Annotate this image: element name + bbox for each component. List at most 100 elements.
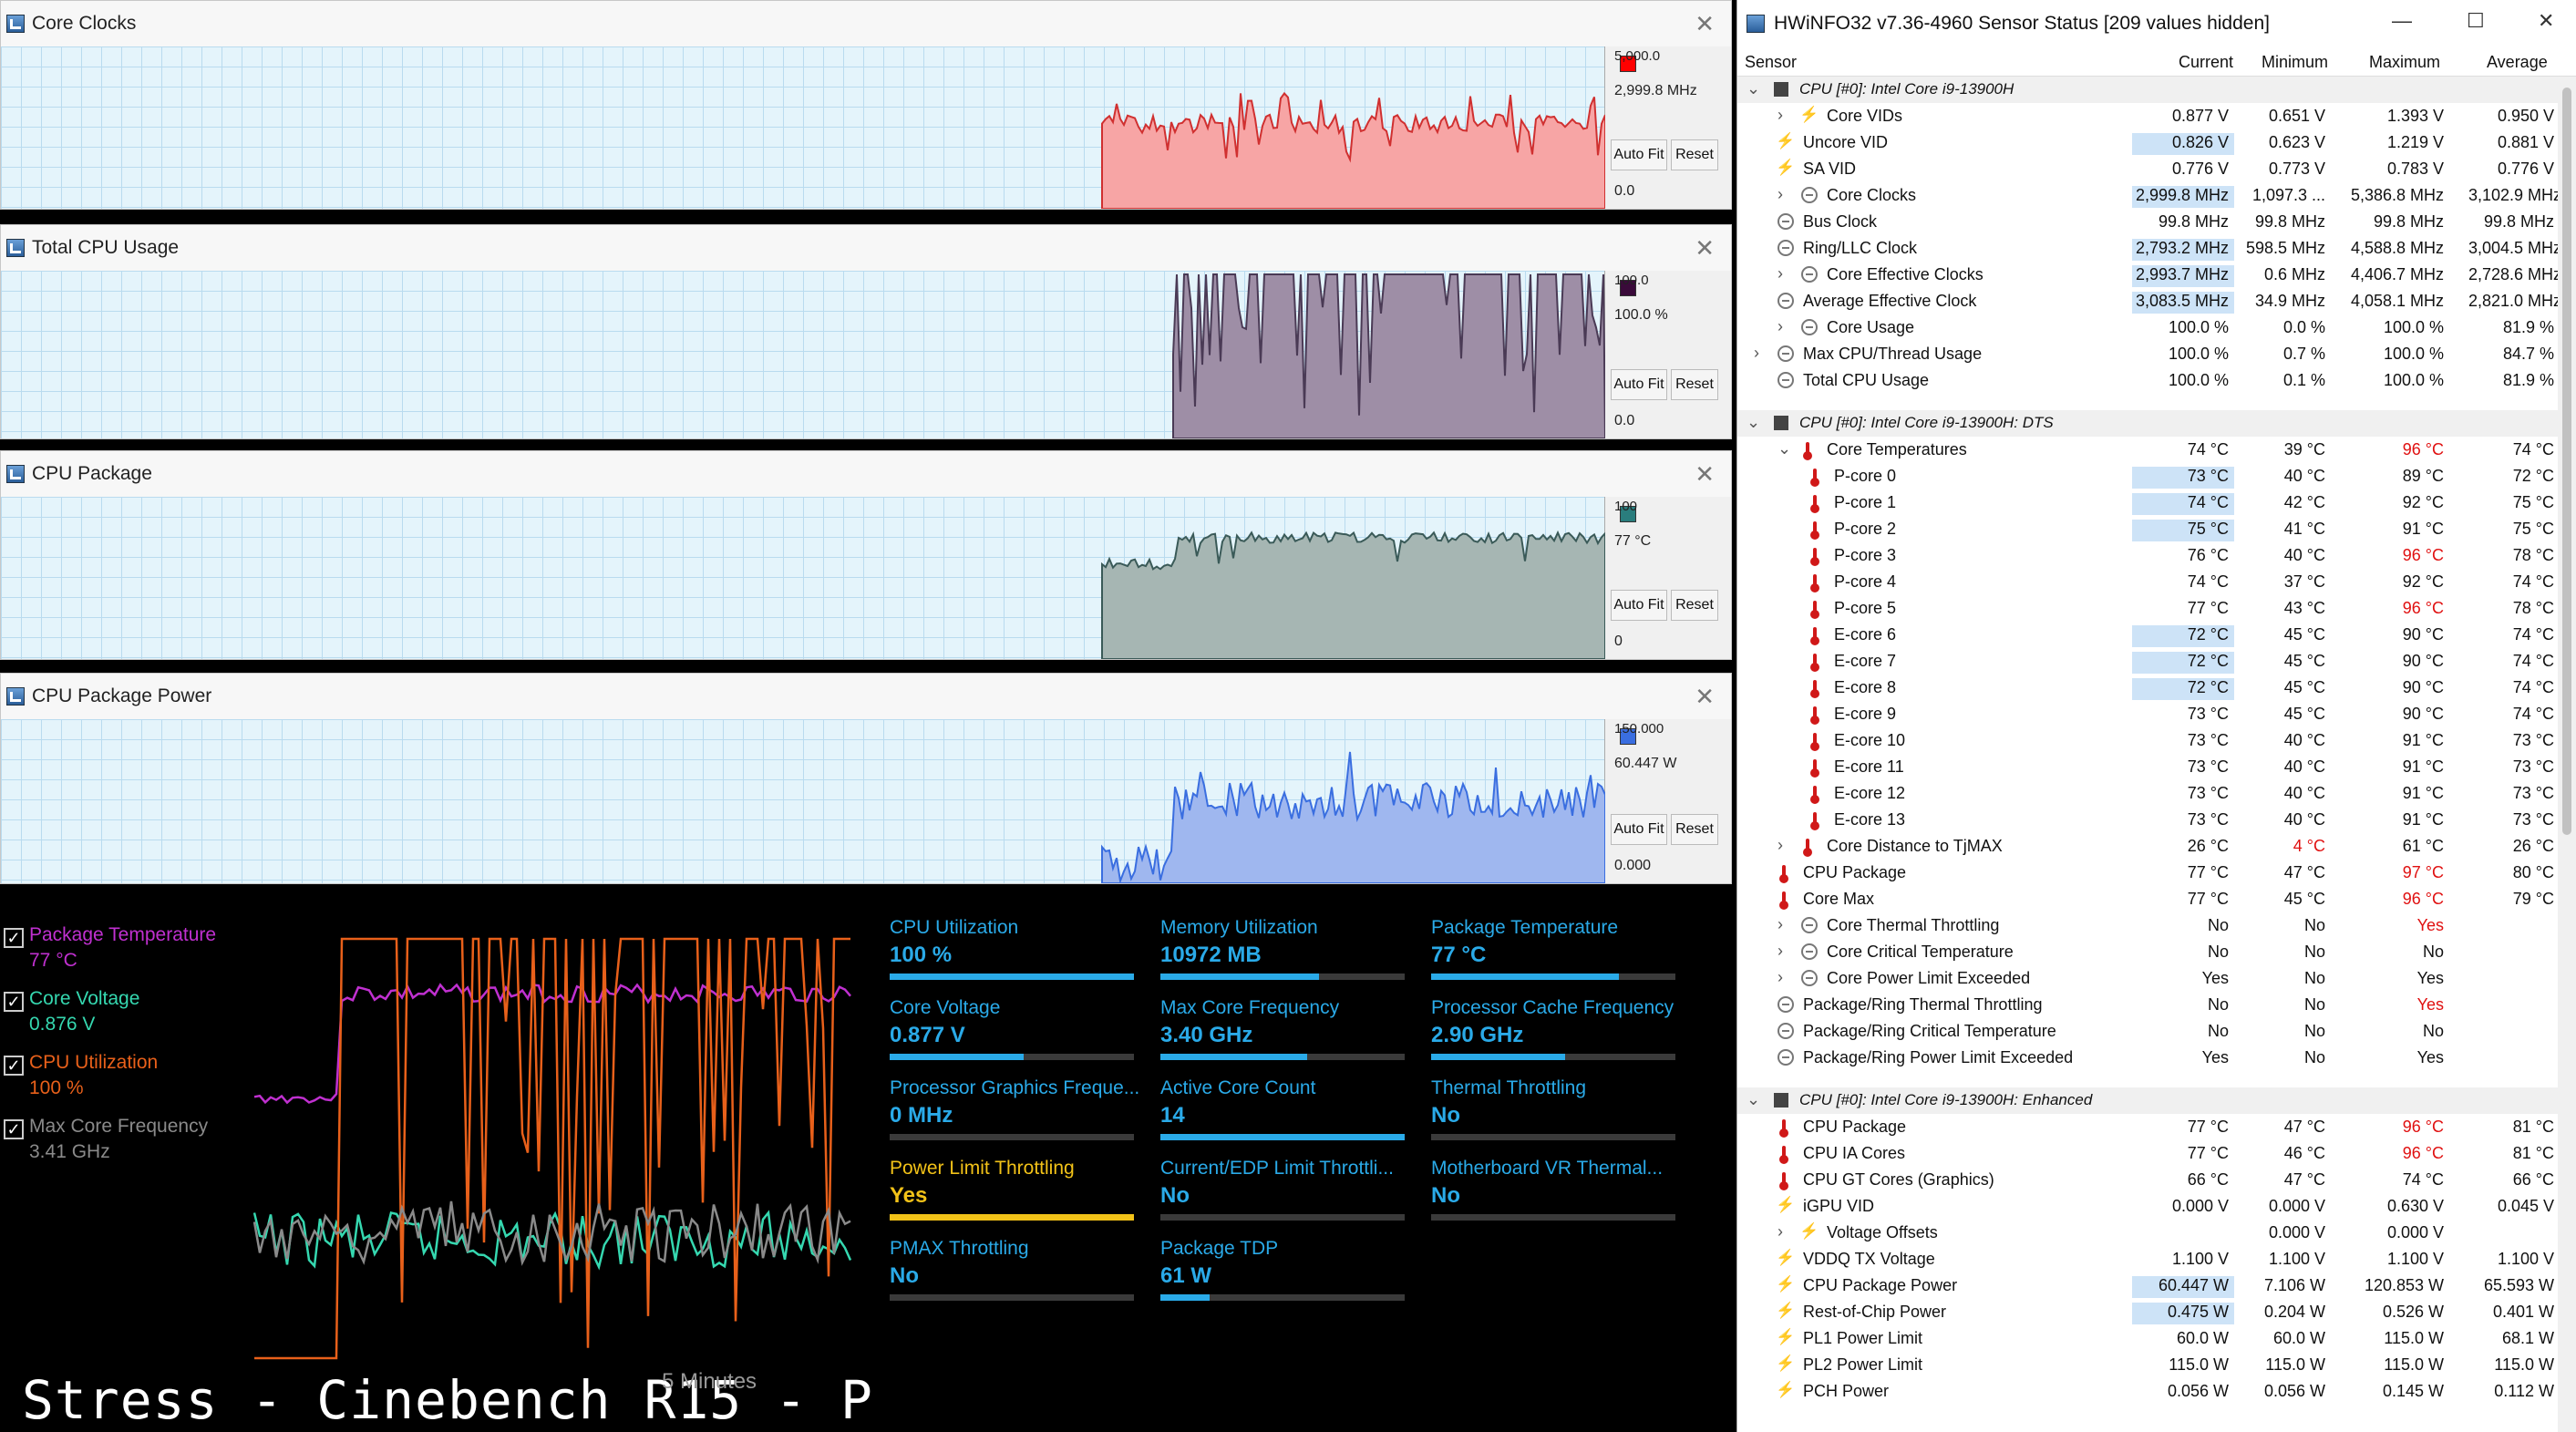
sensor-row[interactable]: Uncore VID 0.826 V 0.623 V 1.219 V 0.881 V (1737, 129, 2558, 156)
minimize-icon[interactable]: — (2392, 9, 2412, 32)
sensor-row[interactable]: PL2 Power Limit 115.0 W 115.0 W 115.0 W 115.… (1737, 1352, 2558, 1378)
sensor-row[interactable]: CPU Package Power 60.447 W 7.106 W 120.853 … (1737, 1272, 2558, 1299)
series-color-swatch[interactable] (1620, 56, 1636, 72)
metric-tile[interactable]: Max Core Frequency 3.40 GHz (1160, 997, 1416, 1060)
sensor-row[interactable]: E-core 6 72 °C 45 °C 90 °C 74 °C (1737, 622, 2558, 648)
auto-fit-button[interactable]: Auto Fit (1611, 369, 1667, 400)
expand-chevron-icon[interactable]: › (1777, 317, 1783, 335)
expand-chevron-icon[interactable]: › (1754, 344, 1759, 362)
reset-button[interactable]: Reset (1671, 814, 1718, 845)
metric-tile[interactable]: Power Limit Throttling Yes (890, 1158, 1145, 1221)
legend-checkbox[interactable]: ✓ (4, 1119, 24, 1139)
metric-tile[interactable]: Processor Graphics Freque... 0 MHz (890, 1077, 1145, 1140)
graph-close-icon[interactable]: ✕ (1695, 234, 1715, 262)
sensor-row[interactable]: Core Max 77 °C 45 °C 96 °C 79 °C (1737, 886, 2558, 912)
sensor-row[interactable]: P-core 0 73 °C 40 °C 89 °C 72 °C (1737, 463, 2558, 489)
sensor-row[interactable]: Bus Clock 99.8 MHz 99.8 MHz 99.8 MHz 99.8 MH… (1737, 209, 2558, 235)
sensor-row[interactable]: Total CPU Usage 100.0 % 0.1 % 100.0 % 81.9 % (1737, 367, 2558, 394)
metric-tile[interactable]: Processor Cache Frequency 2.90 GHz (1431, 997, 1686, 1060)
sensor-row[interactable]: VDDQ TX Voltage 1.100 V 1.100 V 1.100 V 1.10… (1737, 1246, 2558, 1272)
expand-chevron-icon[interactable]: › (1777, 1222, 1783, 1241)
auto-fit-button[interactable]: Auto Fit (1611, 139, 1667, 170)
sensor-row[interactable]: E-core 8 72 °C 45 °C 90 °C 74 °C (1737, 675, 2558, 701)
col-average[interactable]: Average (2487, 53, 2548, 71)
sensor-row[interactable]: Average Effective Clock 3,083.5 MHz 34.9 M… (1737, 288, 2561, 314)
auto-fit-button[interactable]: Auto Fit (1611, 590, 1667, 621)
sensor-row[interactable]: E-core 13 73 °C 40 °C 91 °C 73 °C (1737, 807, 2558, 833)
expand-chevron-icon[interactable]: › (1777, 185, 1783, 203)
metric-tile[interactable]: PMAX Throttling No (890, 1238, 1145, 1301)
sensor-group-header[interactable]: ⌄ CPU [#0]: Intel Core i9-13900H: Enhance… (1737, 1087, 2558, 1114)
metric-tile[interactable]: Current/EDP Limit Throttli... No (1160, 1158, 1416, 1221)
collapse-chevron-icon[interactable]: ⌄ (1747, 413, 1761, 431)
metric-tile[interactable]: Package TDP 61 W (1160, 1238, 1416, 1301)
graph-close-icon[interactable]: ✕ (1695, 683, 1715, 710)
sensor-group-header[interactable]: ⌄ CPU [#0]: Intel Core i9-13900H (1737, 77, 2558, 103)
metric-tile[interactable]: CPU Utilization 100 % (890, 917, 1145, 980)
sensor-row[interactable]: P-core 4 74 °C 37 °C 92 °C 74 °C (1737, 569, 2558, 595)
sensor-row[interactable]: P-core 2 75 °C 41 °C 91 °C 75 °C (1737, 516, 2558, 542)
sensor-row[interactable]: E-core 12 73 °C 40 °C 91 °C 73 °C (1737, 780, 2558, 807)
sensor-row[interactable]: E-core 10 73 °C 40 °C 91 °C 73 °C (1737, 727, 2558, 754)
sensor-row[interactable]: › Core Thermal Throttling No No Yes (1737, 912, 2558, 939)
metric-tile[interactable]: Memory Utilization 10972 MB (1160, 917, 1416, 980)
graph-close-icon[interactable]: ✕ (1695, 10, 1715, 37)
sensor-row[interactable]: Package/Ring Thermal Throttling No No Yes (1737, 992, 2558, 1018)
sensor-row[interactable]: E-core 9 73 °C 45 °C 90 °C 74 °C (1737, 701, 2558, 727)
sensor-row[interactable]: P-core 1 74 °C 42 °C 92 °C 75 °C (1737, 489, 2558, 516)
sensor-row[interactable]: Package/Ring Power Limit Exceeded Yes No Ye… (1737, 1045, 2558, 1071)
sensor-row[interactable]: › Core Critical Temperature No No No (1737, 939, 2558, 965)
scrollbar-thumb[interactable] (2562, 88, 2571, 835)
sensor-row[interactable]: › Voltage Offsets 0.000 V 0.000 V (1737, 1220, 2558, 1246)
legend-checkbox[interactable]: ✓ (4, 928, 24, 948)
legend-checkbox[interactable]: ✓ (4, 1056, 24, 1076)
sensor-row[interactable]: › Max CPU/Thread Usage 100.0 % 0.7 % 100.0 %… (1737, 341, 2558, 367)
sensor-row[interactable]: iGPU VID 0.000 V 0.000 V 0.630 V 0.045 V (1737, 1193, 2558, 1220)
sensor-row[interactable]: › Core Effective Clocks 2,993.7 MHz 0.6 MHz… (1737, 262, 2561, 288)
series-color-swatch[interactable] (1620, 280, 1636, 296)
collapse-chevron-icon[interactable]: ⌄ (1747, 1090, 1761, 1108)
reset-button[interactable]: Reset (1671, 139, 1718, 170)
col-maximum[interactable]: Maximum (2369, 53, 2441, 71)
expand-chevron-icon[interactable]: › (1777, 968, 1783, 986)
collapse-chevron-icon[interactable]: ⌄ (1747, 79, 1761, 98)
sensor-row[interactable]: E-core 11 73 °C 40 °C 91 °C 73 °C (1737, 754, 2558, 780)
sensor-row[interactable]: Package/Ring Critical Temperature No No No (1737, 1018, 2558, 1045)
reset-button[interactable]: Reset (1671, 590, 1718, 621)
metric-tile[interactable]: Motherboard VR Thermal... No (1431, 1158, 1686, 1221)
col-sensor[interactable]: Sensor (1745, 53, 1798, 71)
expand-chevron-icon[interactable]: › (1777, 836, 1783, 854)
metric-tile[interactable]: Package Temperature 77 °C (1431, 917, 1686, 980)
sensor-row[interactable]: PL1 Power Limit 60.0 W 60.0 W 115.0 W 68.1 W (1737, 1325, 2558, 1352)
collapse-chevron-icon[interactable]: ⌄ (1777, 439, 1792, 458)
sensor-row[interactable]: CPU IA Cores 77 °C 46 °C 96 °C 81 °C (1737, 1140, 2558, 1167)
col-minimum[interactable]: Minimum (2262, 53, 2329, 71)
metric-tile[interactable]: Core Voltage 0.877 V (890, 997, 1145, 1060)
graph-close-icon[interactable]: ✕ (1695, 460, 1715, 488)
series-color-swatch[interactable] (1620, 506, 1636, 522)
sensor-row[interactable]: E-core 7 72 °C 45 °C 90 °C 74 °C (1737, 648, 2558, 675)
sensor-row[interactable]: P-core 5 77 °C 43 °C 96 °C 78 °C (1737, 595, 2558, 622)
expand-chevron-icon[interactable]: › (1777, 106, 1783, 124)
expand-chevron-icon[interactable]: › (1777, 264, 1783, 283)
expand-chevron-icon[interactable]: › (1777, 942, 1783, 960)
expand-chevron-icon[interactable]: › (1777, 915, 1783, 933)
auto-fit-button[interactable]: Auto Fit (1611, 814, 1667, 845)
sensor-row[interactable]: › Core VIDs 0.877 V 0.651 V 1.393 V 0.950 V (1737, 103, 2558, 129)
sensor-row[interactable]: ⌄ Core Temperatures 74 °C 39 °C 96 °C 74 °C (1737, 437, 2558, 463)
sensor-row[interactable]: CPU Package 77 °C 47 °C 96 °C 81 °C (1737, 1114, 2558, 1140)
metric-tile[interactable]: Thermal Throttling No (1431, 1077, 1686, 1140)
close-icon[interactable]: ✕ (2538, 9, 2555, 32)
scrollbar[interactable] (2558, 77, 2576, 1432)
maximize-icon[interactable]: ☐ (2467, 9, 2485, 32)
sensor-row[interactable]: SA VID 0.776 V 0.773 V 0.783 V 0.776 V (1737, 156, 2558, 182)
sensor-row[interactable]: P-core 3 76 °C 40 °C 96 °C 78 °C (1737, 542, 2558, 569)
col-current[interactable]: Current (2179, 53, 2234, 71)
sensor-row[interactable]: PCH Power 0.056 W 0.056 W 0.145 W 0.112 W (1737, 1378, 2558, 1405)
sensor-row[interactable]: › Core Power Limit Exceeded Yes No Yes (1737, 965, 2558, 992)
sensor-row[interactable]: › Core Usage 100.0 % 0.0 % 100.0 % 81.9 % (1737, 314, 2558, 341)
legend-checkbox[interactable]: ✓ (4, 992, 24, 1012)
sensor-row[interactable]: Rest-of-Chip Power 0.475 W 0.204 W 0.526 W 0… (1737, 1299, 2558, 1325)
sensor-group-header[interactable]: ⌄ CPU [#0]: Intel Core i9-13900H: DTS (1737, 410, 2558, 437)
sensor-row[interactable]: CPU GT Cores (Graphics) 66 °C 47 °C 74 °C 66… (1737, 1167, 2558, 1193)
